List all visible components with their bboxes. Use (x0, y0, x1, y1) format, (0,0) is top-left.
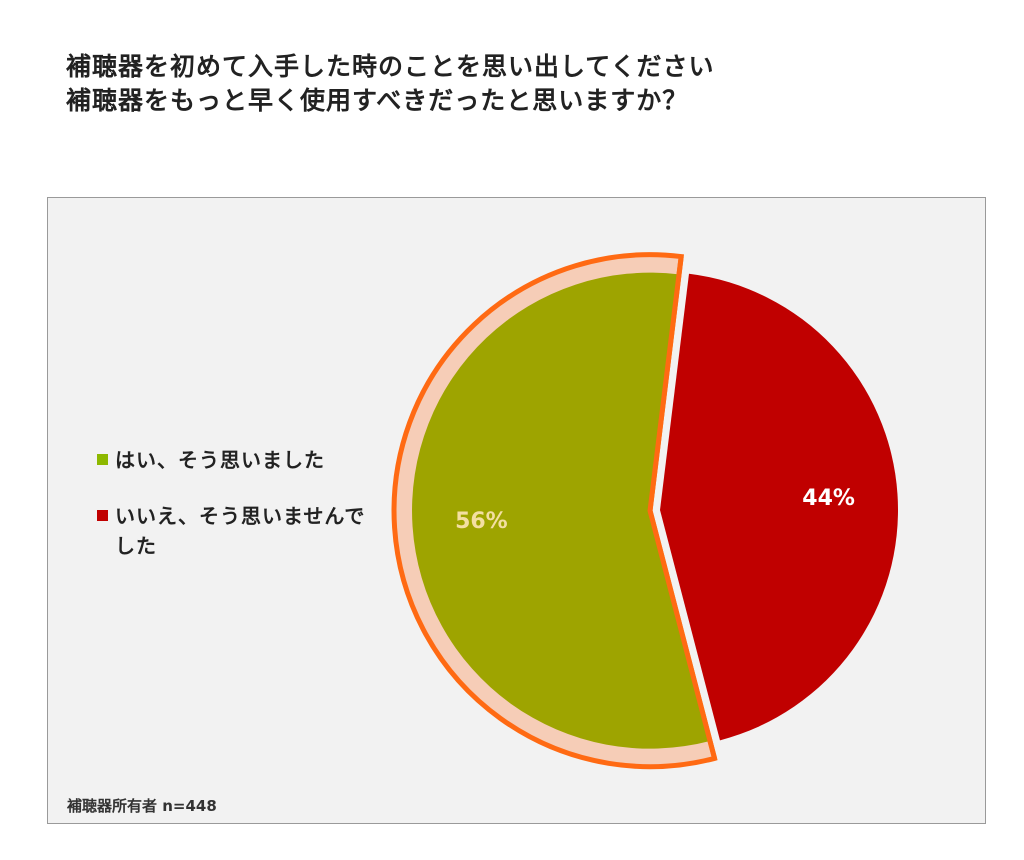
sample-size: n=448 (162, 797, 217, 815)
data-label-yes: 56% (455, 509, 508, 534)
pie-slice-yes-edge (647, 256, 717, 760)
legend-label-yes: はい、そう思いました (115, 448, 325, 472)
pie-slice-no (660, 273, 899, 741)
chart-title: 補聴器を初めて入手した時のことを思い出してください 補聴器をもっと早く使用すべき… (66, 50, 715, 118)
sample-note: 補聴器所有者 n=448 (67, 795, 217, 816)
legend: はい、そう思いました いいえ、そう思いませんでした (97, 445, 397, 587)
title-line-2: 補聴器をもっと早く使用すべきだったと思いますか？ (66, 86, 689, 115)
pie-slice-yes (412, 272, 711, 749)
legend-label-no: いいえ、そう思いませんでした (115, 504, 366, 558)
title-line-1: 補聴器を初めて入手した時のことを思い出してください (66, 52, 715, 81)
legend-item-no: いいえ、そう思いませんでした (97, 501, 397, 561)
note-label: 補聴器所有者 (67, 797, 158, 815)
data-label-no: 44% (802, 486, 855, 511)
legend-item-yes: はい、そう思いました (97, 445, 397, 475)
legend-swatch-yes (97, 454, 108, 465)
legend-swatch-no (97, 510, 108, 521)
